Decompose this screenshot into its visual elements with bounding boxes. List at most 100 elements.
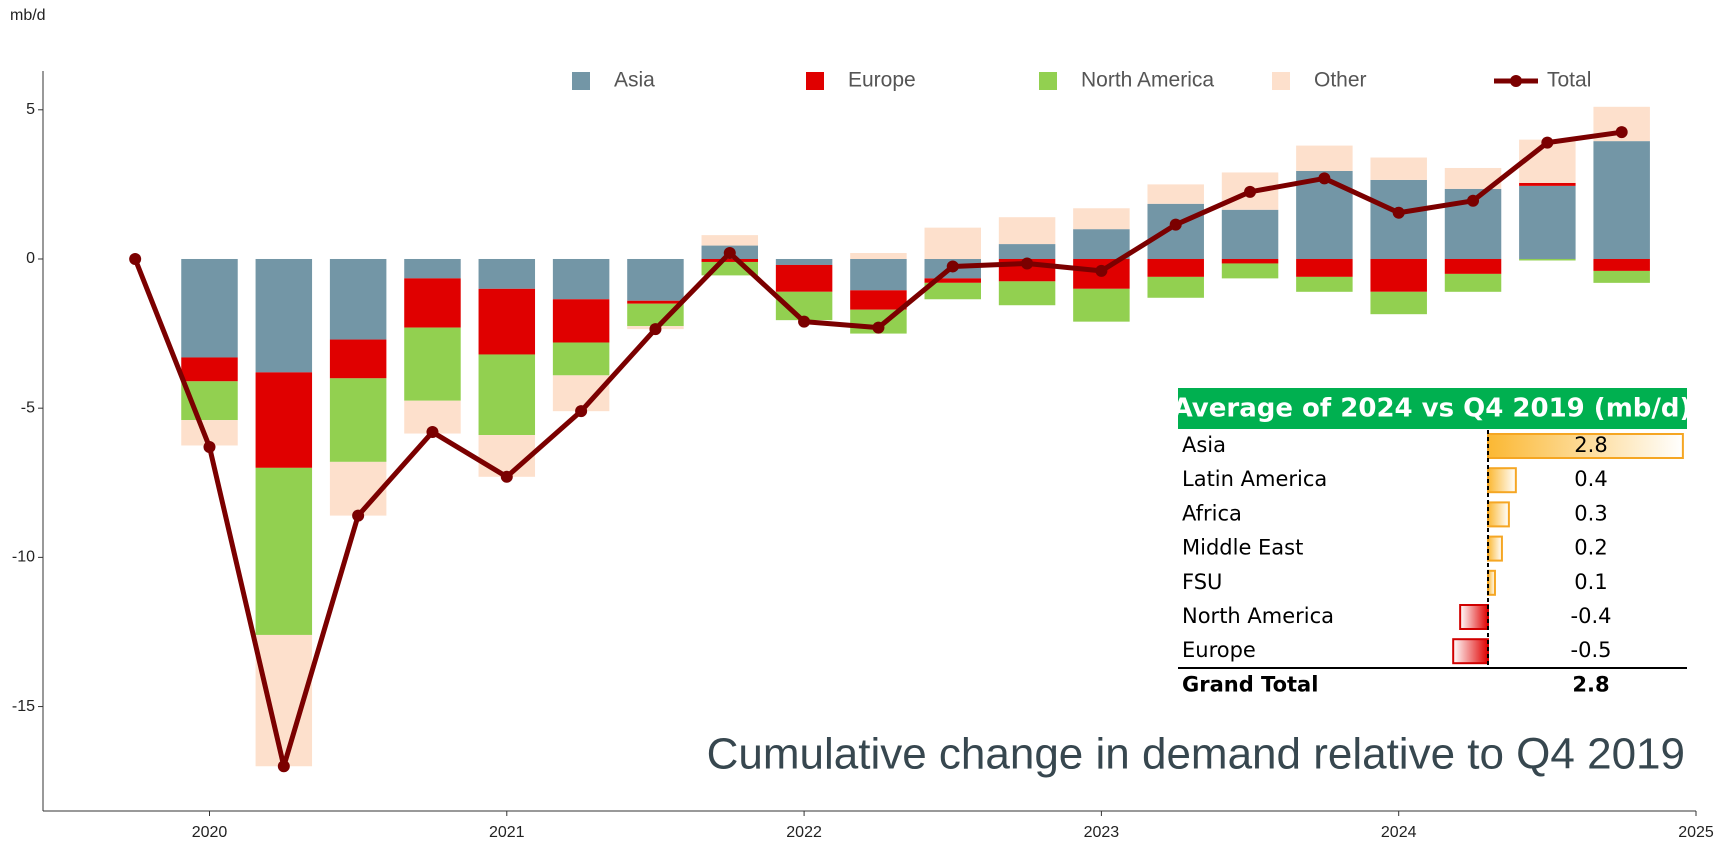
- bar-segment: [404, 278, 461, 328]
- total-point: [1169, 218, 1182, 231]
- row-label: Europe: [1182, 638, 1256, 662]
- total-point: [1392, 206, 1405, 219]
- bar-segment: [924, 278, 981, 283]
- bar-segment: [1593, 141, 1650, 259]
- bar-segment: [552, 342, 610, 376]
- row-label: Africa: [1182, 501, 1242, 525]
- bar-segment: [850, 290, 907, 310]
- bar-segment: [1370, 258, 1427, 292]
- bar-segment: [701, 235, 759, 246]
- bar-segment: [1444, 273, 1502, 292]
- row-value: 0.4: [1574, 467, 1607, 491]
- legend-label: Asia: [614, 69, 655, 92]
- row-value: -0.4: [1571, 604, 1612, 628]
- legend-swatch: [572, 72, 590, 90]
- x-tick-label: 2023: [1084, 824, 1120, 841]
- table-title: Average of 2024 vs Q4 2019 (mb/d): [1173, 394, 1692, 424]
- total-point: [1244, 185, 1257, 198]
- row-label: FSU: [1182, 570, 1222, 594]
- legend-label: North America: [1081, 69, 1214, 92]
- bar-segment: [478, 258, 536, 289]
- bar-segment: [924, 282, 981, 300]
- row-bar: [1487, 433, 1684, 459]
- bar-segment: [181, 357, 238, 382]
- bar-segment: [181, 258, 238, 358]
- bar-segment: [552, 258, 610, 300]
- bar-segment: [1444, 167, 1502, 189]
- y-tick-label: -10: [12, 549, 35, 566]
- bar-segment: [627, 303, 684, 327]
- bar-segment: [478, 435, 536, 477]
- total-point: [1541, 136, 1554, 149]
- bar-segment: [1221, 263, 1279, 279]
- bar-segment: [1147, 276, 1204, 298]
- total-point: [1095, 264, 1108, 277]
- x-tick-label: 2022: [786, 824, 822, 841]
- bar-segment: [329, 339, 387, 379]
- bar-segment: [1370, 179, 1427, 259]
- bar-segment: [998, 244, 1056, 259]
- row-bar: [1487, 535, 1503, 562]
- bar-segment: [552, 299, 610, 343]
- total-point: [426, 426, 439, 439]
- bar-segment: [404, 327, 461, 401]
- bar-segment: [701, 258, 759, 262]
- total-point: [352, 509, 365, 522]
- total-point: [129, 252, 142, 265]
- row-value: 0.3: [1574, 501, 1607, 525]
- bar-segment: [1073, 288, 1130, 322]
- bar-segment: [1519, 258, 1576, 261]
- legend-label: Europe: [848, 69, 916, 92]
- bar-segment: [1370, 291, 1427, 315]
- x-tick-label: 2025: [1678, 824, 1714, 841]
- bar-segment: [1370, 157, 1427, 180]
- bar-segment: [1444, 258, 1502, 274]
- total-point: [1615, 126, 1628, 139]
- legend-label: Other: [1314, 69, 1367, 92]
- row-value: -0.5: [1571, 638, 1612, 662]
- bar-segment: [627, 300, 684, 304]
- bar-segment: [1519, 185, 1576, 259]
- bar-segment: [255, 372, 313, 468]
- legend-swatch: [806, 72, 824, 90]
- bar-segment: [1221, 209, 1279, 259]
- legend-dot: [1510, 75, 1522, 87]
- legend-swatch: [1272, 72, 1290, 90]
- bar-segment: [998, 217, 1056, 245]
- x-tick-label: 2021: [489, 824, 525, 841]
- bar-segment: [775, 264, 833, 292]
- bar-segment: [1296, 258, 1353, 277]
- row-bar: [1487, 501, 1510, 528]
- bar-segment: [478, 354, 536, 436]
- row-label: Latin America: [1182, 467, 1327, 491]
- bar-segment: [1593, 270, 1650, 283]
- bar-segment: [478, 288, 536, 355]
- bar-segment: [775, 258, 833, 265]
- total-value: 2.8: [1572, 672, 1609, 696]
- row-bar: [1487, 467, 1517, 494]
- bar-segment: [404, 258, 461, 279]
- total-point: [500, 470, 513, 483]
- total-point: [277, 760, 290, 773]
- row-label: Middle East: [1182, 536, 1303, 560]
- y-tick-label: -15: [12, 698, 35, 715]
- row-bar: [1459, 604, 1490, 630]
- y-tick-label: 5: [26, 101, 35, 118]
- bar-segment: [1073, 229, 1130, 259]
- total-point: [946, 260, 959, 273]
- row-value: 0.1: [1574, 570, 1607, 594]
- bar-segment: [998, 281, 1056, 306]
- bar-segment: [850, 253, 907, 259]
- bar-segment: [329, 258, 387, 340]
- y-tick-label: -5: [21, 399, 35, 416]
- legend-swatch: [1039, 72, 1057, 90]
- legend-label: Total: [1547, 69, 1591, 92]
- bar-segment: [1296, 276, 1353, 292]
- total-point: [872, 321, 885, 334]
- row-bar: [1452, 638, 1489, 665]
- bar-segment: [1147, 203, 1204, 259]
- total-point: [1021, 257, 1034, 270]
- total-point: [649, 323, 662, 336]
- bar-segment: [329, 378, 387, 462]
